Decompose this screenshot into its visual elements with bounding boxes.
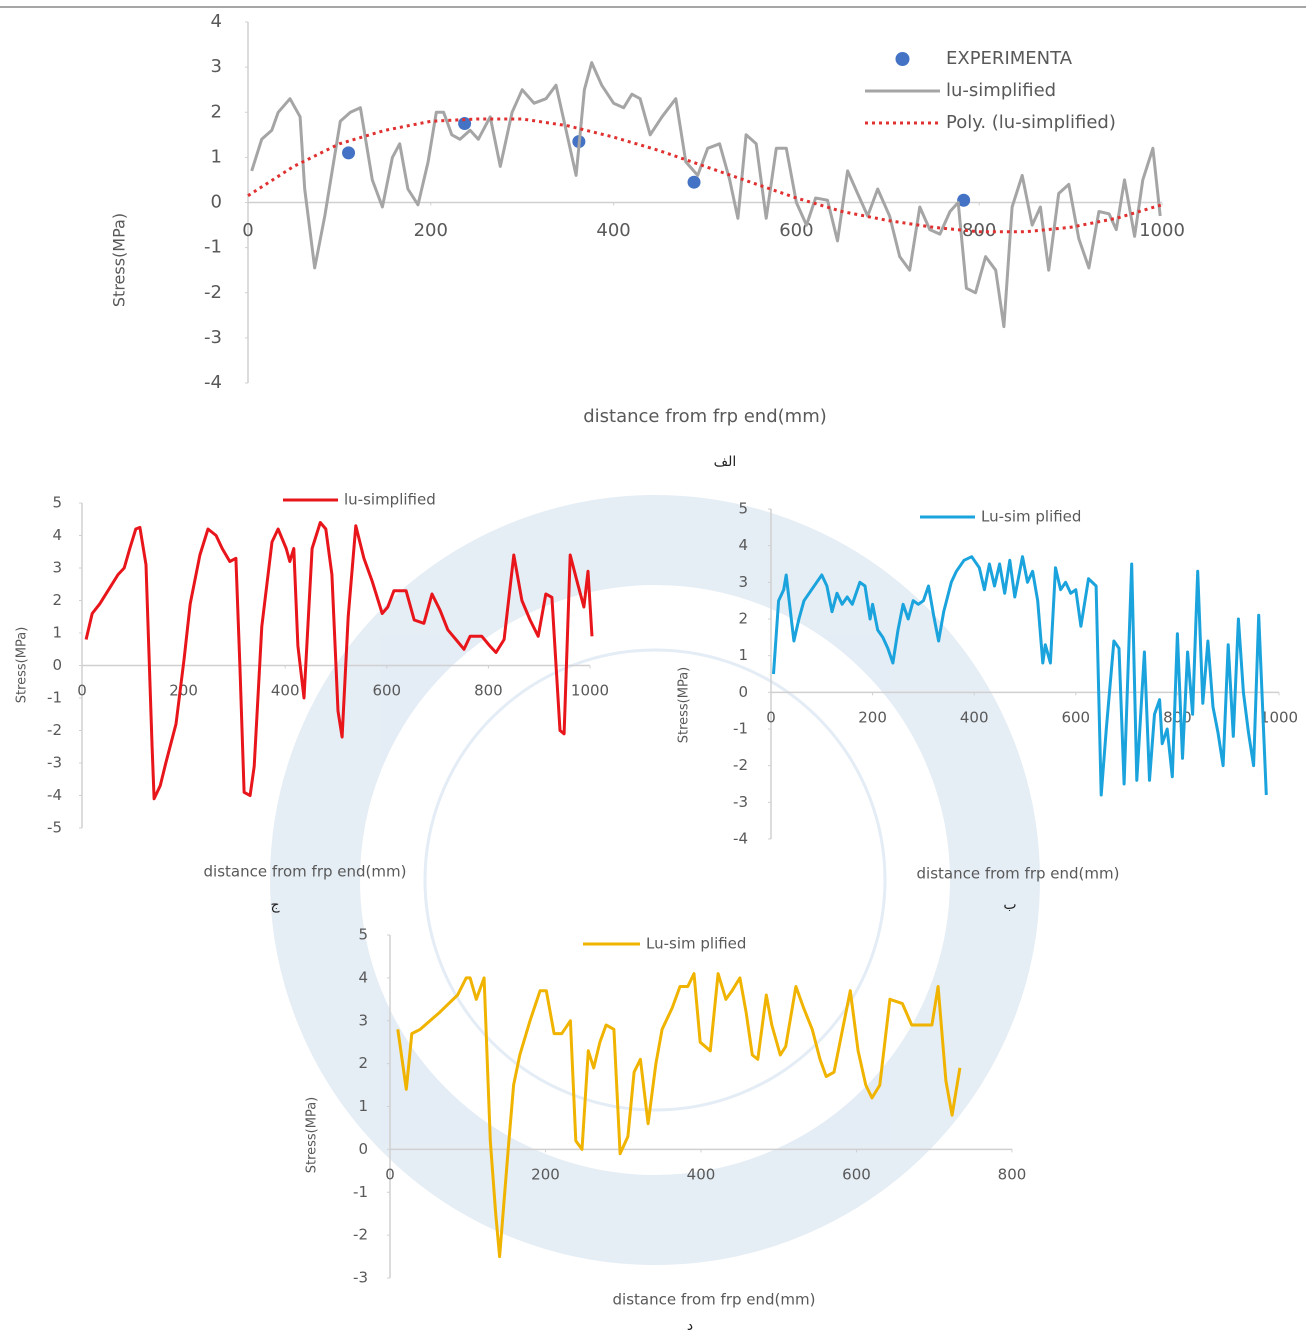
x-tick-label: 0 — [242, 220, 253, 241]
y-tick-label: 3 — [52, 559, 62, 577]
y-tick-label: -3 — [204, 327, 222, 348]
caption: د — [687, 1318, 693, 1333]
y-tick-label: 3 — [738, 573, 748, 591]
x-tick-label: 600 — [372, 682, 401, 700]
y-tick-label: 1 — [211, 146, 222, 167]
data-point — [688, 176, 701, 189]
legend-label: lu-simplified — [344, 491, 436, 509]
y-tick-label: -3 — [47, 754, 62, 772]
data-point — [342, 146, 355, 159]
y-tick-label: -4 — [204, 372, 222, 393]
legend-label: Lu-sim plified — [646, 935, 746, 953]
x-tick-label: 1000 — [1139, 220, 1185, 241]
x-tick-label: 800 — [998, 1166, 1027, 1184]
y-tick-label: 4 — [738, 536, 748, 554]
y-tick-label: 5 — [358, 926, 368, 944]
legend-label: Lu-sim plified — [981, 508, 1081, 526]
y-axis-title: Stress(MPa) — [15, 627, 30, 704]
y-tick-label: 2 — [52, 591, 62, 609]
x-tick-label: 1000 — [1260, 709, 1298, 727]
y-tick-label: 1 — [358, 1097, 368, 1115]
y-tick-label: -3 — [353, 1269, 368, 1287]
y-tick-label: -4 — [47, 786, 62, 804]
y-tick-label: 2 — [738, 610, 748, 628]
x-tick-label: 600 — [1061, 709, 1090, 727]
legend-label: Poly. (lu-simplified) — [946, 112, 1116, 133]
x-axis-title: distance from frp end(mm) — [917, 865, 1120, 883]
y-tick-label: 0 — [358, 1140, 368, 1158]
x-tick-label: 200 — [531, 1166, 560, 1184]
y-tick-label: 0 — [738, 683, 748, 701]
series-line — [248, 119, 1162, 232]
y-tick-label: 0 — [211, 192, 222, 213]
x-tick-label: 400 — [596, 220, 630, 241]
y-tick-label: -2 — [733, 756, 748, 774]
x-tick-label: 400 — [271, 682, 300, 700]
y-tick-label: -2 — [353, 1226, 368, 1244]
x-tick-label: 800 — [1163, 709, 1192, 727]
figure: -4-3-2-10123402004006008001000distance f… — [0, 0, 1306, 1333]
y-axis-title: Stress(MPa) — [110, 213, 129, 307]
y-tick-label: 1 — [738, 646, 748, 664]
y-tick-label: 4 — [52, 526, 62, 544]
x-tick-label: 200 — [169, 682, 198, 700]
y-tick-label: 4 — [358, 968, 368, 986]
y-tick-label: -1 — [204, 237, 222, 258]
y-tick-label: -5 — [47, 819, 62, 837]
x-tick-label: 1000 — [571, 682, 609, 700]
y-tick-label: -1 — [733, 720, 748, 738]
y-tick-label: 0 — [52, 656, 62, 674]
y-tick-label: 3 — [358, 1011, 368, 1029]
x-tick-label: 0 — [385, 1166, 395, 1184]
x-tick-label: 400 — [687, 1166, 716, 1184]
x-tick-label: 600 — [842, 1166, 871, 1184]
y-tick-label: -1 — [353, 1183, 368, 1201]
caption: الف — [714, 454, 737, 470]
watermark-ring — [315, 540, 995, 1220]
series-line — [252, 63, 1160, 327]
y-tick-label: 4 — [211, 11, 222, 32]
legend-marker — [896, 52, 910, 66]
y-tick-label: 2 — [211, 101, 222, 122]
y-tick-label: -2 — [204, 282, 222, 303]
y-tick-label: -4 — [733, 830, 748, 848]
x-tick-label: 400 — [960, 709, 989, 727]
y-tick-label: 5 — [52, 494, 62, 512]
legend-label: lu-simplified — [946, 80, 1056, 101]
x-tick-label: 800 — [474, 682, 503, 700]
y-tick-label: -2 — [47, 721, 62, 739]
y-tick-label: 5 — [738, 500, 748, 518]
x-tick-label: 0 — [77, 682, 87, 700]
y-axis-title: Stress(MPa) — [305, 1097, 320, 1174]
x-tick-label: 200 — [858, 709, 887, 727]
y-tick-label: -3 — [733, 793, 748, 811]
y-tick-label: 2 — [358, 1054, 368, 1072]
x-tick-label: 200 — [414, 220, 448, 241]
caption: ج — [270, 897, 280, 913]
caption: ب — [1003, 897, 1016, 913]
x-axis-title: distance from frp end(mm) — [613, 1291, 816, 1309]
legend-label: EXPERIMENTA — [946, 48, 1073, 69]
x-axis-title: distance from frp end(mm) — [583, 406, 827, 427]
x-axis-title: distance from frp end(mm) — [204, 863, 407, 881]
x-tick-label: 0 — [766, 709, 776, 727]
y-tick-label: -1 — [47, 689, 62, 707]
y-tick-label: 3 — [211, 56, 222, 77]
y-axis-title: Stress(MPa) — [677, 667, 692, 744]
y-tick-label: 1 — [52, 624, 62, 642]
watermark — [315, 540, 995, 1220]
